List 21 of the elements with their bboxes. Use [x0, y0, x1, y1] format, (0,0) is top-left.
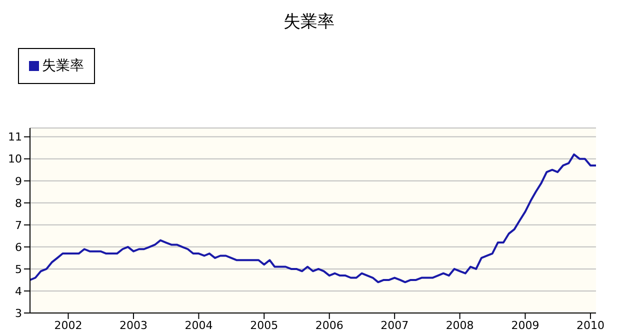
x-tick-label: 2002 [54, 318, 82, 332]
y-tick-label: 10 [8, 152, 22, 166]
x-tick-label: 2007 [380, 318, 409, 332]
x-tick-label: 2003 [119, 318, 148, 332]
legend-label: 失業率 [41, 57, 84, 75]
x-tick-label: 2008 [446, 318, 474, 332]
y-tick-label: 5 [15, 262, 22, 276]
y-tick-label: 9 [15, 174, 22, 188]
y-tick-label: 3 [15, 306, 22, 320]
x-tick-label: 2005 [250, 318, 278, 332]
y-tick-label: 8 [15, 196, 22, 210]
x-tick-label: 2006 [315, 318, 344, 332]
y-tick-label: 7 [15, 218, 22, 232]
x-tick-label: 2004 [184, 318, 213, 332]
y-tick-label: 4 [15, 284, 22, 298]
x-tick-label: 2009 [511, 318, 540, 332]
y-tick-label: 11 [8, 130, 22, 144]
chart-title: 失業率 [282, 11, 336, 33]
line-series [30, 153, 596, 284]
y-tick-label: 6 [15, 240, 22, 254]
x-tick-label: 2010 [576, 318, 604, 332]
